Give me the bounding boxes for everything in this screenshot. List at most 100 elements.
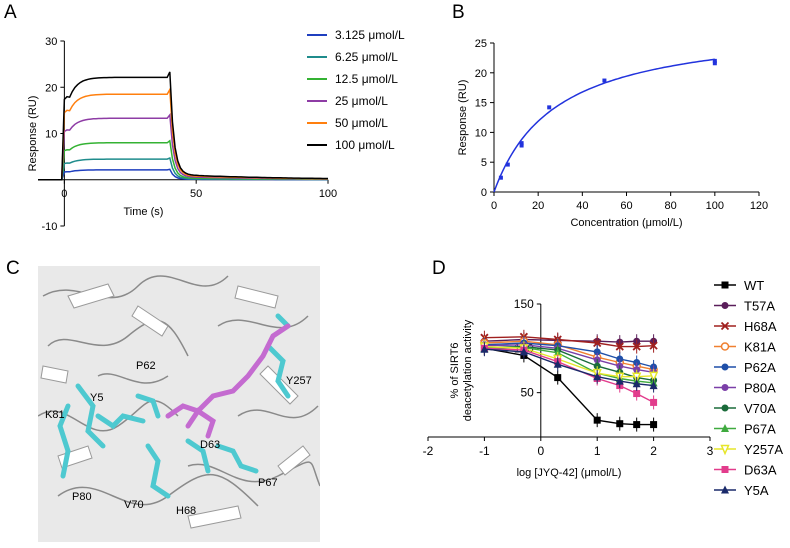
d-data-point bbox=[593, 338, 602, 348]
d-legend-label: Y257A bbox=[744, 442, 783, 457]
b-y-tick-label: 25 bbox=[475, 38, 487, 50]
d-data-point bbox=[519, 347, 528, 356]
d-x-label: log [JYQ-42] (μmol/L) bbox=[517, 467, 622, 479]
d-legend-marker bbox=[721, 384, 729, 391]
d-data-point bbox=[649, 341, 658, 350]
a-legend-label: 25 μmol/L bbox=[335, 94, 388, 108]
residue-sticks bbox=[57, 313, 291, 499]
d-legend-marker bbox=[720, 444, 730, 456]
label-v70: V70 bbox=[124, 499, 144, 511]
a-series-line bbox=[38, 71, 328, 181]
d-data-point bbox=[650, 398, 658, 406]
d-x-tick-label: -1 bbox=[479, 444, 490, 458]
d-x-tick-label: 1 bbox=[594, 444, 601, 458]
a-x-tick-label: 100 bbox=[319, 188, 337, 200]
b-y-tick-label: 20 bbox=[475, 68, 487, 80]
d-data-point bbox=[593, 348, 601, 356]
d-legend-label: K81A bbox=[744, 340, 776, 355]
panel-letter-a: A bbox=[4, 2, 17, 23]
b-data-point bbox=[498, 175, 503, 180]
d-legend-label: WT bbox=[744, 278, 764, 293]
d-data-point bbox=[593, 372, 602, 381]
b-data-point bbox=[712, 58, 717, 63]
label-p62: P62 bbox=[136, 360, 156, 372]
a-y-tick-label: 20 bbox=[45, 82, 57, 94]
a-y-tick-label: 10 bbox=[45, 129, 57, 141]
d-data-point bbox=[633, 359, 641, 367]
d-legend-marker bbox=[721, 424, 729, 432]
label-y257: Y257 bbox=[286, 375, 312, 387]
residue-labels: Y5 P62 K81 D63 Y257 P80 V70 H68 P67 bbox=[45, 360, 312, 517]
d-data-point bbox=[616, 355, 624, 363]
b-x-tick-label: 80 bbox=[665, 200, 677, 212]
b-y-label: Response (RU) bbox=[457, 80, 469, 156]
d-legend-label: H68A bbox=[744, 319, 777, 334]
label-p80: P80 bbox=[72, 491, 92, 503]
d-data-point bbox=[615, 376, 624, 385]
b-x-tick-label: 120 bbox=[750, 200, 768, 212]
a-legend-label: 6.25 μmol/L bbox=[335, 50, 398, 64]
d-legend-label: Y5A bbox=[744, 483, 769, 498]
protein-structure-image: Y5 P62 K81 D63 Y257 P80 V70 H68 P67 bbox=[38, 266, 320, 542]
ligand-sticks bbox=[165, 323, 291, 439]
d-legend-label: D63A bbox=[744, 463, 777, 478]
d-series-line bbox=[484, 347, 654, 426]
d-legend-marker bbox=[721, 404, 729, 412]
b-x-tick-label: 100 bbox=[706, 200, 724, 212]
d-x-tick-label: 3 bbox=[707, 444, 714, 458]
b-data-point bbox=[712, 61, 717, 66]
b-x-tick-label: 20 bbox=[532, 200, 544, 212]
a-y-label: Response (RU) bbox=[27, 96, 39, 172]
b-x-tick-label: 0 bbox=[491, 200, 497, 212]
d-legend-label: V70A bbox=[744, 401, 776, 416]
panel-letter-d: D bbox=[432, 258, 446, 279]
a-legend-label: 12.5 μmol/L bbox=[335, 72, 398, 86]
d-y-label-line2: deacetylation activity bbox=[462, 319, 474, 421]
b-y-tick-label: 15 bbox=[475, 98, 487, 110]
d-legend-label: P67A bbox=[744, 422, 776, 437]
label-d63: D63 bbox=[200, 439, 220, 451]
d-data-point bbox=[633, 366, 641, 374]
d-legend-marker bbox=[721, 466, 729, 473]
d-x-tick-label: 2 bbox=[650, 444, 657, 458]
d-legend-label: P80A bbox=[744, 381, 776, 396]
d-data-point bbox=[649, 381, 658, 390]
label-h68: H68 bbox=[176, 505, 196, 517]
d-legend-label: P62A bbox=[744, 360, 776, 375]
d-data-point bbox=[632, 342, 641, 351]
panel-letter-b: B bbox=[452, 2, 465, 23]
b-data-point bbox=[519, 143, 524, 148]
d-data-point bbox=[553, 359, 562, 368]
a-legend-label: 100 μmol/L bbox=[335, 138, 395, 152]
ribbon-backbone bbox=[38, 275, 320, 507]
b-y-tick-label: 5 bbox=[481, 157, 487, 169]
d-data-point bbox=[650, 421, 658, 429]
d-data-point bbox=[593, 416, 601, 424]
d-legend-label: T57A bbox=[744, 299, 775, 314]
panel-letter-c: C bbox=[6, 258, 20, 279]
b-data-point bbox=[547, 105, 552, 110]
d-data-point bbox=[615, 342, 624, 351]
label-y5: Y5 bbox=[90, 392, 103, 404]
label-p67: P67 bbox=[258, 477, 278, 489]
d-legend-marker bbox=[721, 485, 729, 494]
b-x-tick-label: 60 bbox=[620, 200, 632, 212]
label-k81: K81 bbox=[45, 409, 65, 421]
b-y-tick-label: 10 bbox=[475, 127, 487, 139]
d-legend-marker bbox=[721, 281, 729, 289]
b-y-tick-label: 0 bbox=[481, 187, 487, 199]
d-data-point bbox=[648, 371, 659, 383]
d-y-label-line1: % of SIRT6 bbox=[449, 342, 461, 398]
a-x-tick-label: 50 bbox=[190, 188, 202, 200]
b-x-label: Concentration (μmol/L) bbox=[570, 217, 682, 229]
b-data-point bbox=[505, 162, 510, 167]
d-data-point bbox=[480, 344, 489, 353]
d-legend-marker bbox=[720, 321, 730, 331]
b-data-point bbox=[602, 78, 607, 83]
d-data-point bbox=[633, 390, 641, 398]
d-data-point bbox=[632, 379, 641, 388]
b-x-tick-label: 40 bbox=[576, 200, 588, 212]
d-y-tick-label: 150 bbox=[514, 297, 534, 311]
